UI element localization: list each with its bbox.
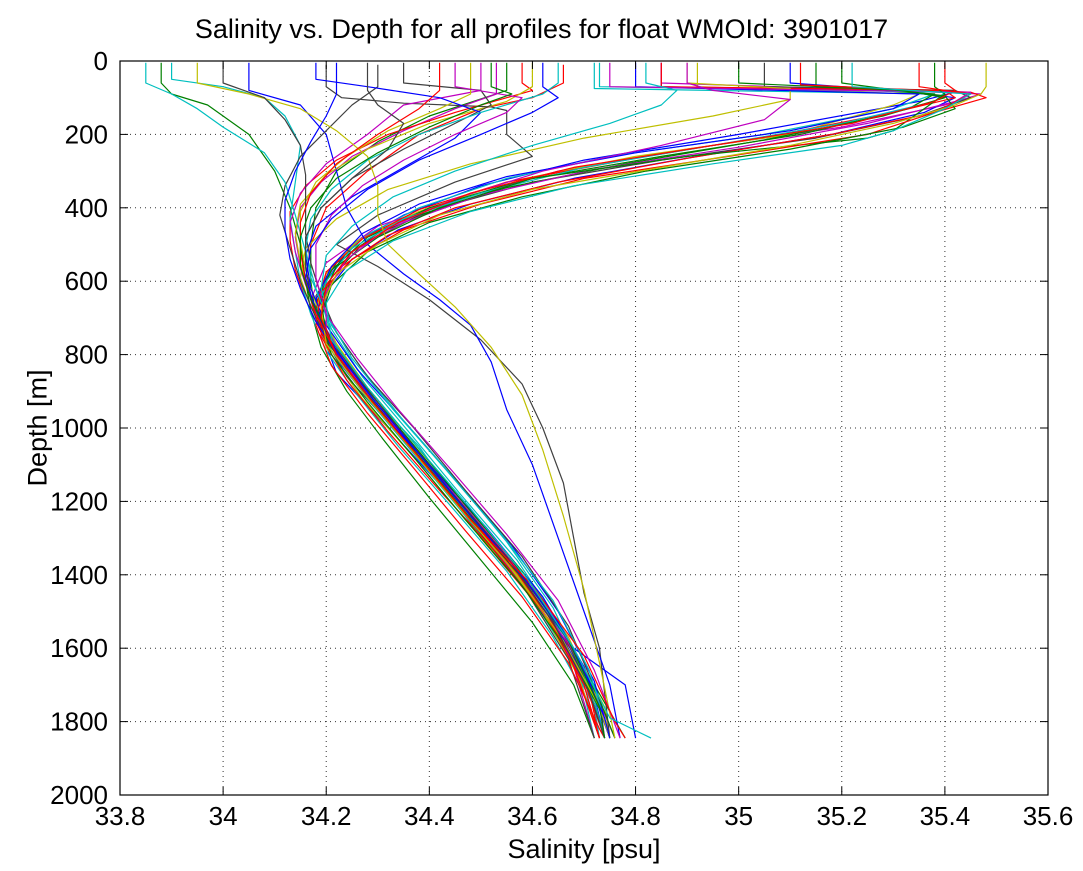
series-line <box>320 62 956 739</box>
x-tick-label: 34.2 <box>301 801 352 831</box>
series-line <box>160 62 595 739</box>
y-tick-label: 800 <box>65 340 108 370</box>
x-tick-label: 34 <box>209 801 238 831</box>
y-tick-label: 1400 <box>50 560 108 590</box>
x-tick-label: 34.4 <box>404 801 455 831</box>
series-line <box>145 62 606 739</box>
series-line <box>325 62 972 739</box>
y-tick-label: 1000 <box>50 413 108 443</box>
series-line <box>320 62 987 739</box>
chart-title: Salinity vs. Depth for all profiles for … <box>194 14 889 44</box>
series-line <box>299 62 606 739</box>
y-tick-label: 1200 <box>50 486 108 516</box>
y-tick-label: 1600 <box>50 633 108 663</box>
x-tick-label: 34.6 <box>507 801 558 831</box>
series-line <box>196 62 616 739</box>
x-tick-label: 35 <box>724 801 753 831</box>
x-tick-label: 35.2 <box>816 801 867 831</box>
y-tick-label: 200 <box>65 119 108 149</box>
x-tick-label: 35.6 <box>1023 801 1074 831</box>
y-tick-label: 600 <box>65 266 108 296</box>
series-line <box>315 62 621 739</box>
x-tick-label: 33.8 <box>95 801 146 831</box>
y-tick-label: 0 <box>94 46 108 76</box>
series-line <box>305 62 611 739</box>
y-tick-label: 1800 <box>50 707 108 737</box>
x-tick-label: 34.8 <box>610 801 661 831</box>
x-axis-label: Salinity [psu] <box>507 834 661 864</box>
series-line <box>248 62 621 739</box>
y-tick-label: 400 <box>65 193 108 223</box>
y-tick-label: 2000 <box>50 780 108 810</box>
y-axis-label: Depth [m] <box>22 369 53 487</box>
x-tick-label: 35.4 <box>920 801 971 831</box>
